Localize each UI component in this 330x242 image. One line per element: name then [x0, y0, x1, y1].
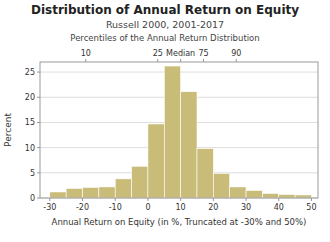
bar: [246, 190, 262, 198]
x-tick: [213, 198, 214, 201]
x-tick-label: 0: [145, 203, 150, 212]
bar: [279, 194, 295, 198]
y-tick-label: 10: [25, 144, 35, 153]
y-tick-label: 15: [25, 118, 35, 127]
x2-tick-label: Median: [166, 49, 195, 58]
x2-tick: [236, 59, 237, 62]
y-tick-label: 20: [25, 93, 35, 102]
x-tick: [278, 198, 279, 201]
x-tick: [180, 198, 181, 201]
x-tick-label: -30: [43, 203, 56, 212]
bars: [50, 66, 312, 198]
x2-tick-label: 90: [231, 49, 241, 58]
x-tick-label: 10: [176, 203, 186, 212]
x-tick: [147, 198, 148, 201]
y-tick: [37, 172, 40, 173]
x-tick-label: -10: [109, 203, 122, 212]
top-axis-label: Percentiles of the Annual Return Distrib…: [70, 33, 259, 43]
bar: [83, 187, 99, 198]
x2-tick: [157, 59, 158, 62]
plot-frame: [40, 62, 318, 198]
x-tick: [82, 198, 83, 201]
y-tick-label: 0: [30, 194, 35, 203]
y-tick: [37, 147, 40, 148]
y-tick: [37, 72, 40, 73]
y-tick-label: 25: [25, 68, 35, 77]
y-axis-label: Percent: [3, 113, 13, 147]
bar: [132, 166, 148, 198]
bar: [262, 193, 278, 198]
x2-tick-label: 25: [153, 49, 163, 58]
x-tick: [246, 198, 247, 201]
x2-tick: [180, 59, 181, 62]
x-tick-label: 20: [208, 203, 218, 212]
x2-tick: [203, 59, 204, 62]
subtitle: Russell 2000, 2001-2017: [106, 19, 224, 30]
chart-container: Distribution of Annual Return on Equity R…: [0, 0, 330, 242]
y-tick: [37, 122, 40, 123]
x-tick-label: 50: [306, 203, 316, 212]
bar: [115, 179, 131, 198]
bar: [148, 124, 164, 198]
x-tick-label: -20: [76, 203, 89, 212]
y-tick-label: 5: [30, 169, 35, 178]
x-tick: [49, 198, 50, 201]
x-axis-label: Annual Return on Equity (in %, Truncated…: [52, 217, 307, 227]
chart: Distribution of Annual Return on Equity R…: [0, 0, 330, 242]
y-tick: [37, 198, 40, 199]
bar: [164, 66, 180, 198]
x-tick-label: 30: [241, 203, 251, 212]
x2-tick: [85, 59, 86, 62]
x-tick: [115, 198, 116, 201]
x2-tick-label: 10: [81, 49, 91, 58]
bar: [213, 173, 229, 198]
x-tick: [311, 198, 312, 201]
bar: [99, 187, 115, 198]
bar: [181, 92, 197, 198]
bar: [197, 149, 213, 198]
x-tick-label: 40: [274, 203, 284, 212]
x2-tick-label: 75: [198, 49, 208, 58]
title: Distribution of Annual Return on Equity: [31, 3, 299, 17]
bar: [230, 187, 246, 198]
bar: [50, 192, 66, 198]
bar: [66, 188, 82, 198]
y-tick: [37, 97, 40, 98]
